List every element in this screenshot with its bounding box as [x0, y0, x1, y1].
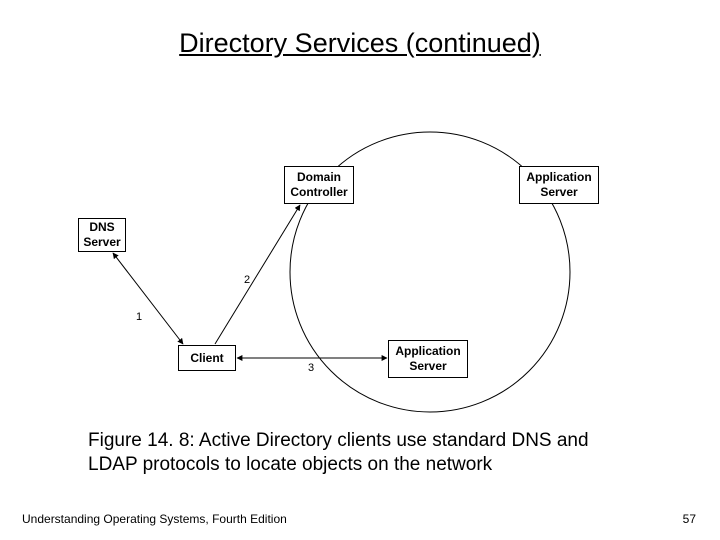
node-dns-server: DNSServer — [78, 218, 126, 252]
node-application-server-bottom: ApplicationServer — [388, 340, 468, 378]
footer-text: Understanding Operating Systems, Fourth … — [22, 512, 287, 526]
edge-dns-client — [113, 253, 183, 344]
edge-label-3: 3 — [308, 362, 314, 374]
figure-caption: Figure 14. 8: Active Directory clients u… — [88, 429, 632, 478]
diagram-connectors — [0, 100, 720, 420]
node-label: ApplicationServer — [395, 344, 460, 374]
node-label: Client — [190, 351, 223, 366]
node-client: Client — [178, 345, 236, 371]
node-domain-controller: DomainController — [284, 166, 354, 204]
edge-client-dc — [215, 205, 300, 344]
node-label: DomainController — [290, 170, 347, 200]
edge-label-2: 2 — [244, 274, 250, 286]
node-label: ApplicationServer — [526, 170, 591, 200]
page-number: 57 — [683, 512, 696, 526]
edge-label-1: 1 — [136, 311, 142, 323]
node-application-server-top: ApplicationServer — [519, 166, 599, 204]
page-title: Directory Services (continued) — [0, 28, 720, 59]
network-diagram: DNSServer DomainController ApplicationSe… — [0, 100, 720, 420]
node-label: DNSServer — [83, 220, 120, 250]
